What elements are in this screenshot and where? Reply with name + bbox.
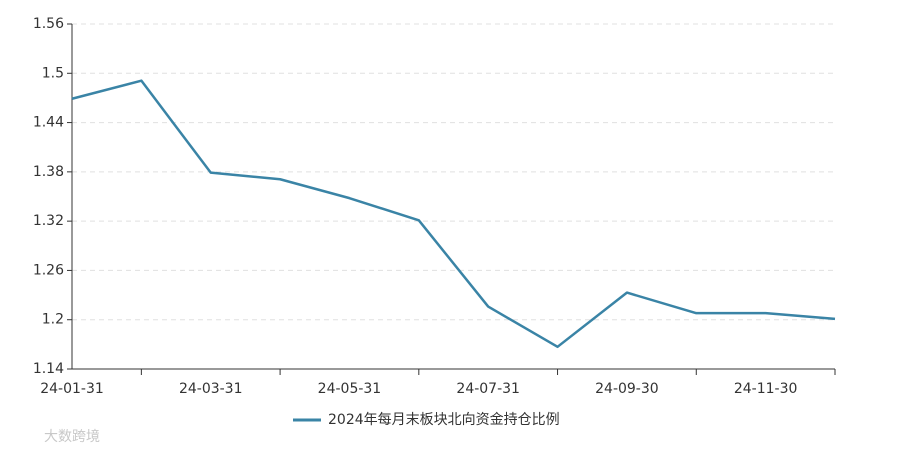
y-tick-label: 1.44	[33, 115, 64, 131]
data-line	[71, 79, 836, 349]
x-tick-label: 24-07-31	[456, 381, 520, 397]
legend-label: 2024年每月末板块北向资金持仓比例	[328, 412, 560, 428]
x-tick-label: 24-01-31	[40, 381, 104, 397]
y-tick-label: 1.14	[33, 361, 64, 377]
y-tick-label: 1.26	[33, 262, 64, 278]
x-tick-label: 24-09-30	[595, 381, 659, 397]
y-tick-label: 1.56	[33, 16, 64, 32]
x-tick-label: 24-03-31	[179, 381, 243, 397]
y-tick-label: 1.2	[42, 312, 64, 328]
y-tick-label: 1.38	[33, 164, 64, 180]
y-tick-label: 1.5	[42, 65, 64, 81]
watermark: 大数跨境	[44, 429, 100, 445]
x-tick-label: 24-11-30	[734, 381, 798, 397]
x-tick-label: 24-05-31	[318, 381, 382, 397]
y-tick-label: 1.32	[33, 213, 64, 229]
